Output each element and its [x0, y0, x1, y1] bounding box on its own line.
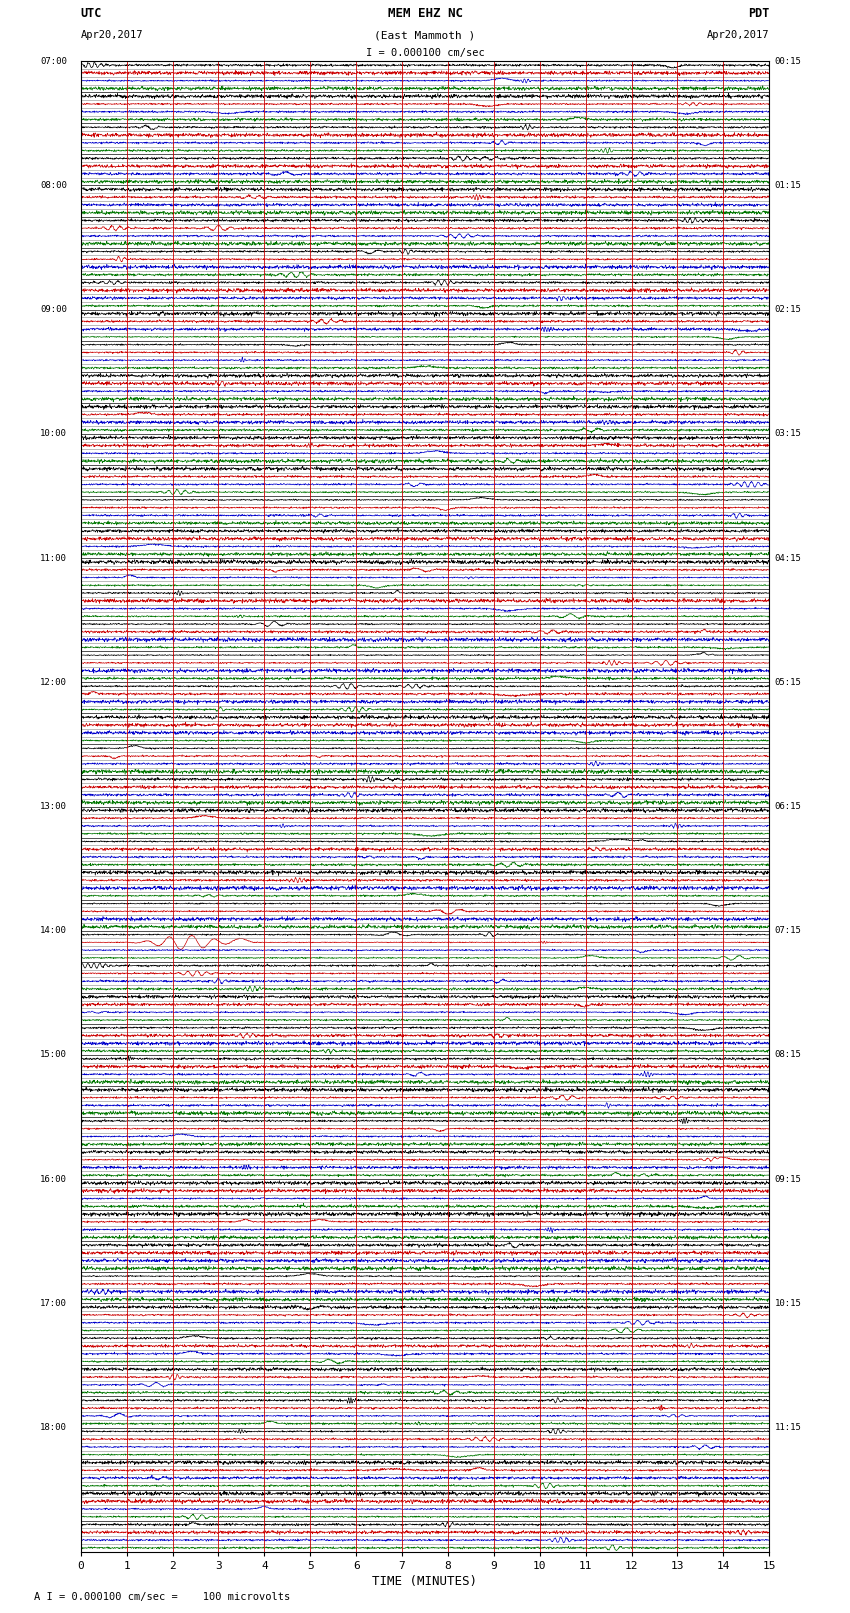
Text: 17:00: 17:00 [40, 1298, 67, 1308]
Text: 12:00: 12:00 [40, 677, 67, 687]
Text: 08:15: 08:15 [774, 1050, 802, 1060]
Text: PDT: PDT [748, 6, 769, 19]
Text: 10:15: 10:15 [774, 1298, 802, 1308]
Text: UTC: UTC [81, 6, 102, 19]
Text: 07:15: 07:15 [774, 926, 802, 936]
Text: (East Mammoth ): (East Mammoth ) [374, 31, 476, 40]
Text: 16:00: 16:00 [40, 1174, 67, 1184]
Text: 05:15: 05:15 [774, 677, 802, 687]
Text: A I = 0.000100 cm/sec =    100 microvolts: A I = 0.000100 cm/sec = 100 microvolts [34, 1592, 290, 1602]
Text: 01:15: 01:15 [774, 181, 802, 190]
Text: 03:15: 03:15 [774, 429, 802, 439]
Text: 18:00: 18:00 [40, 1423, 67, 1432]
Text: 04:15: 04:15 [774, 553, 802, 563]
Text: Apr20,2017: Apr20,2017 [81, 31, 144, 40]
Text: 02:15: 02:15 [774, 305, 802, 315]
Text: 15:00: 15:00 [40, 1050, 67, 1060]
Text: Apr20,2017: Apr20,2017 [706, 31, 769, 40]
Text: 07:00: 07:00 [40, 56, 67, 66]
Text: 11:00: 11:00 [40, 553, 67, 563]
Text: MEM EHZ NC: MEM EHZ NC [388, 6, 462, 19]
Text: 09:15: 09:15 [774, 1174, 802, 1184]
Text: 10:00: 10:00 [40, 429, 67, 439]
Text: 09:00: 09:00 [40, 305, 67, 315]
Text: 08:00: 08:00 [40, 181, 67, 190]
Text: 14:00: 14:00 [40, 926, 67, 936]
Text: 13:00: 13:00 [40, 802, 67, 811]
X-axis label: TIME (MINUTES): TIME (MINUTES) [372, 1574, 478, 1587]
Text: I = 0.000100 cm/sec: I = 0.000100 cm/sec [366, 48, 484, 58]
Text: 06:15: 06:15 [774, 802, 802, 811]
Text: 11:15: 11:15 [774, 1423, 802, 1432]
Text: 00:15: 00:15 [774, 56, 802, 66]
